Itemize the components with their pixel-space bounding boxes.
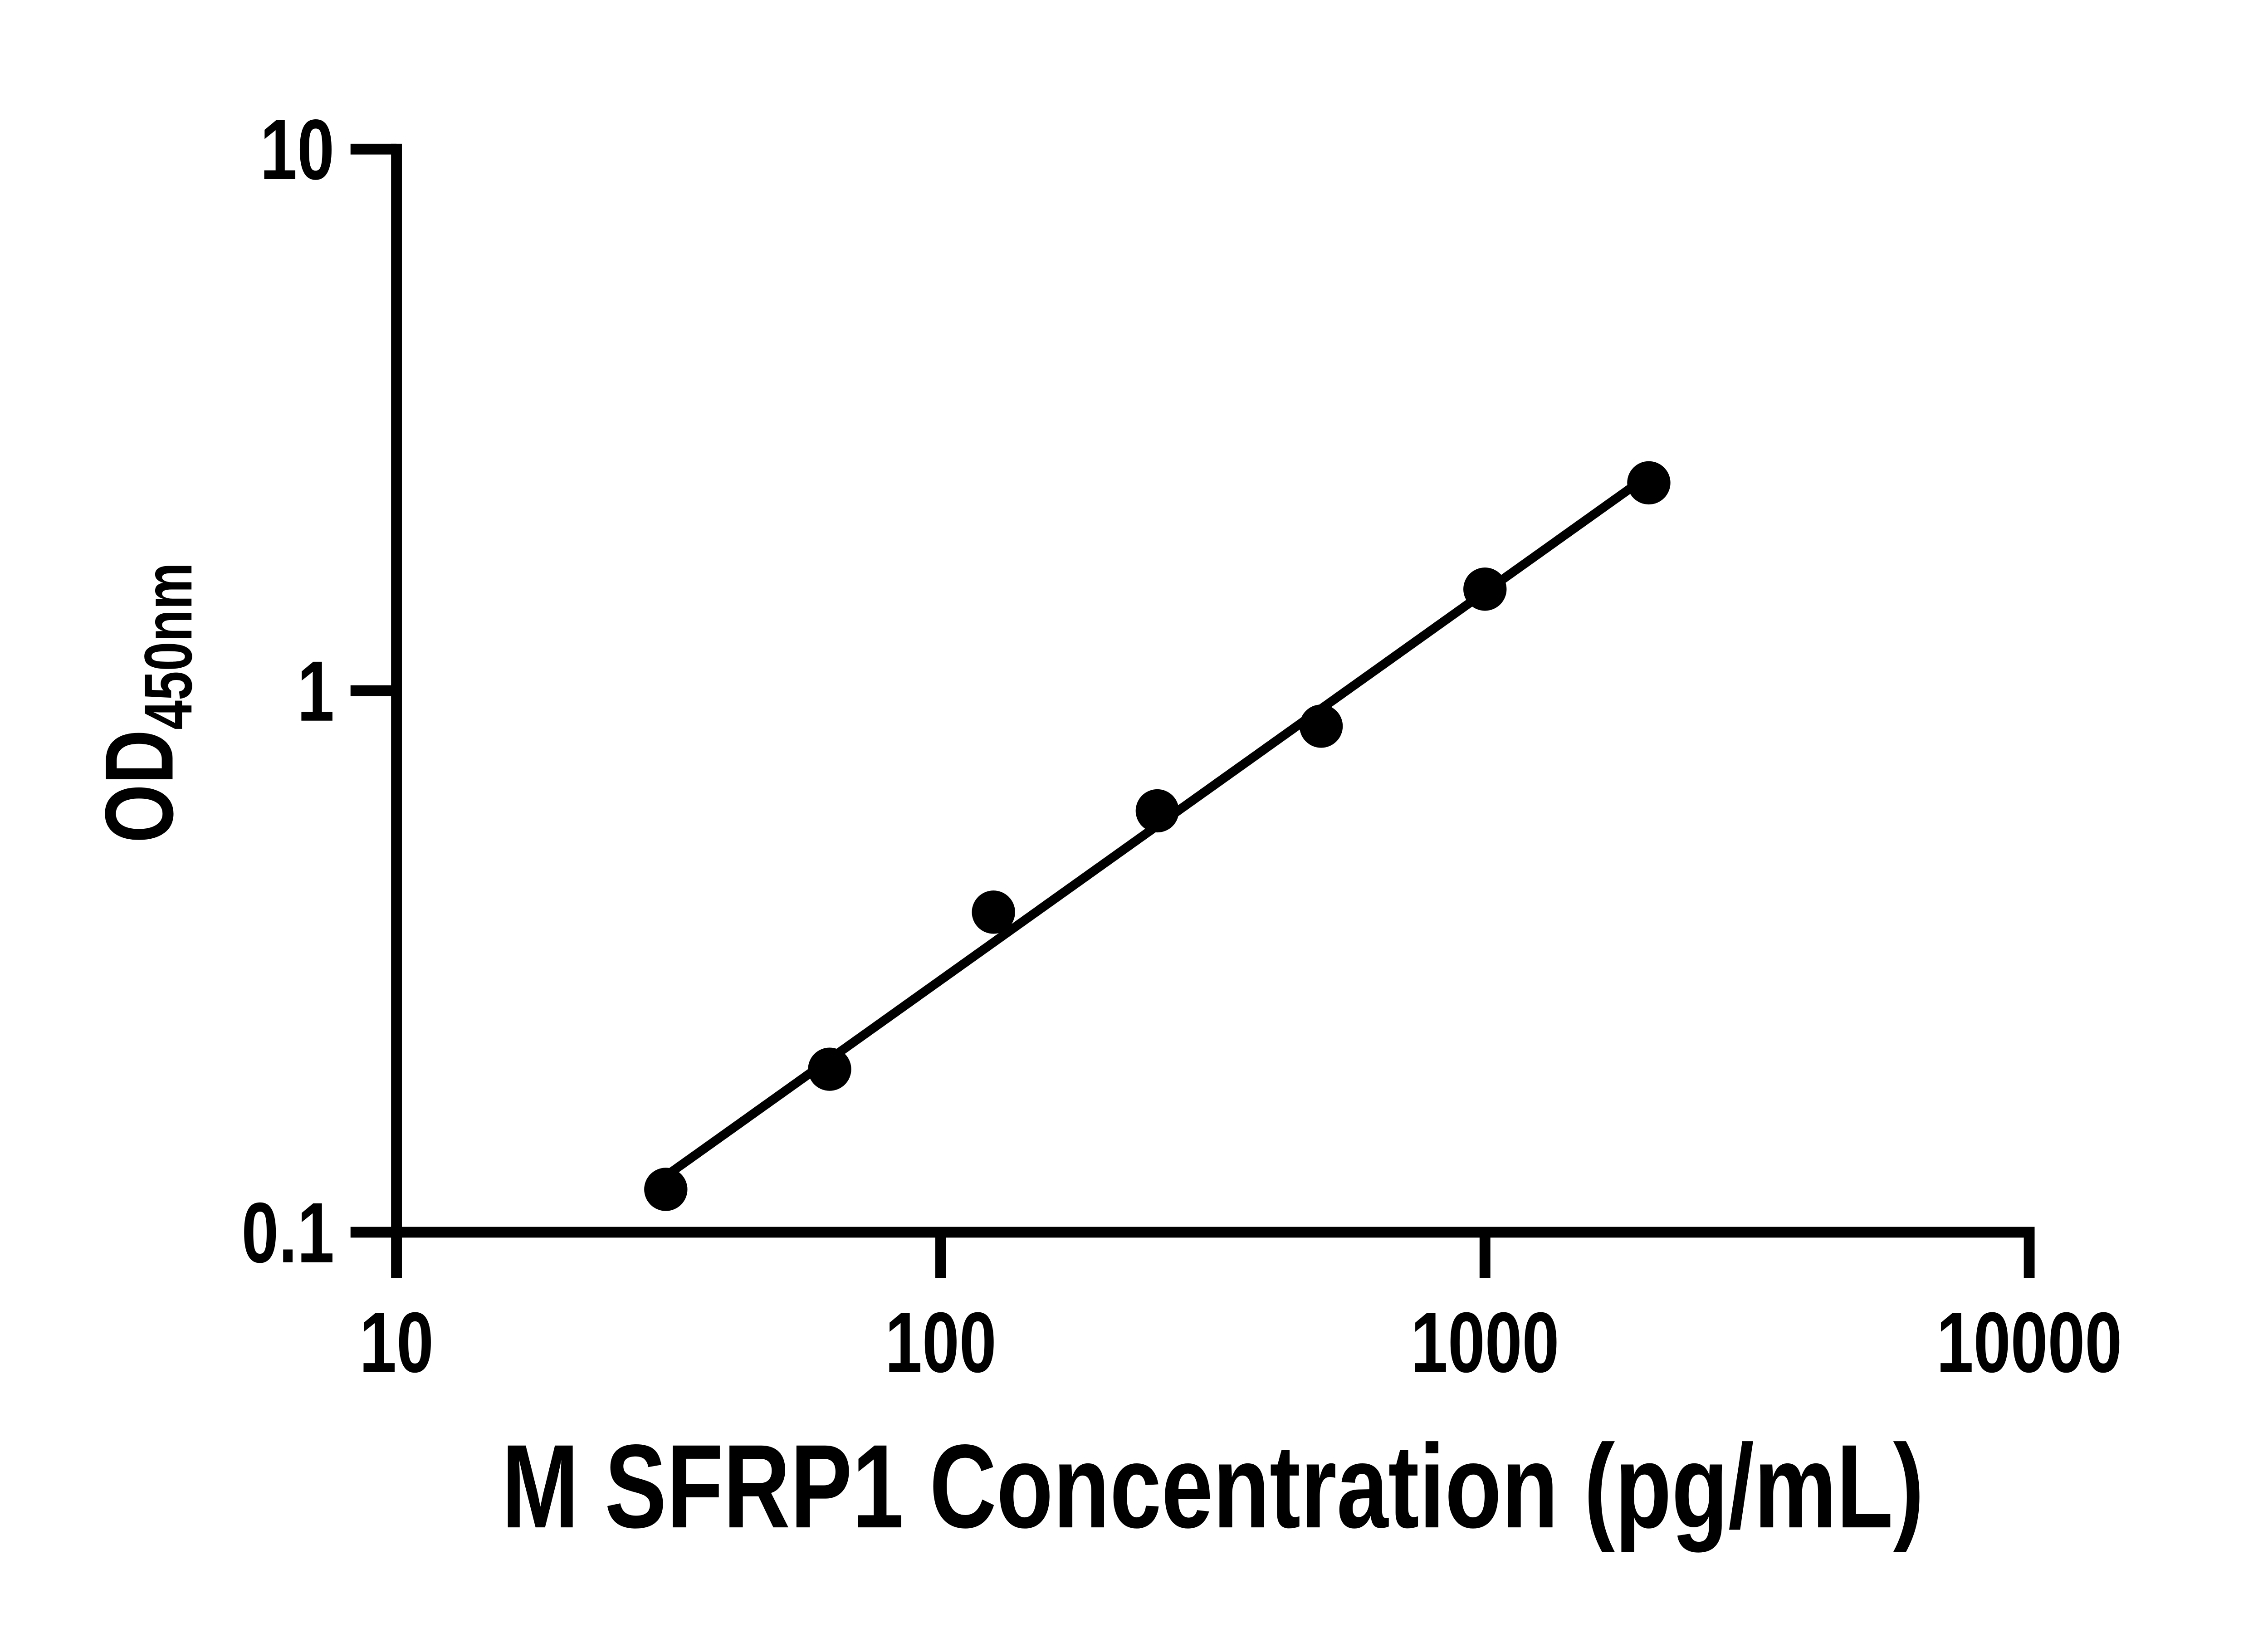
data-points-group: [644, 461, 1671, 1211]
data-point: [644, 1168, 688, 1211]
y-axis-title-main: OD: [85, 730, 194, 843]
data-point: [972, 890, 1015, 934]
data-point: [1299, 704, 1343, 748]
x-axis-title: M SFRP1 Concentration (pg/mL): [502, 1420, 1924, 1553]
x-tick-label: 10000: [1936, 1295, 2122, 1390]
x-tick-label: 10: [359, 1295, 434, 1390]
data-point: [808, 1047, 851, 1091]
data-point: [1627, 461, 1671, 505]
axis-tick-labels: 0.1 1 10 10 100 1000 10000: [241, 102, 2122, 1390]
x-tick-label: 100: [885, 1295, 997, 1390]
y-tick-label: 1: [297, 643, 334, 739]
data-point: [1135, 789, 1179, 833]
y-axis-title: OD450nm: [85, 562, 206, 843]
axes: [391, 143, 2035, 1238]
axis-ticks: [350, 143, 2035, 1278]
y-axis-title-subscript: 450nm: [131, 562, 206, 729]
data-point: [1463, 567, 1507, 611]
y-tick-label: 10: [260, 102, 334, 197]
x-tick-label: 1000: [1411, 1295, 1559, 1390]
y-tick-label: 0.1: [241, 1185, 334, 1281]
